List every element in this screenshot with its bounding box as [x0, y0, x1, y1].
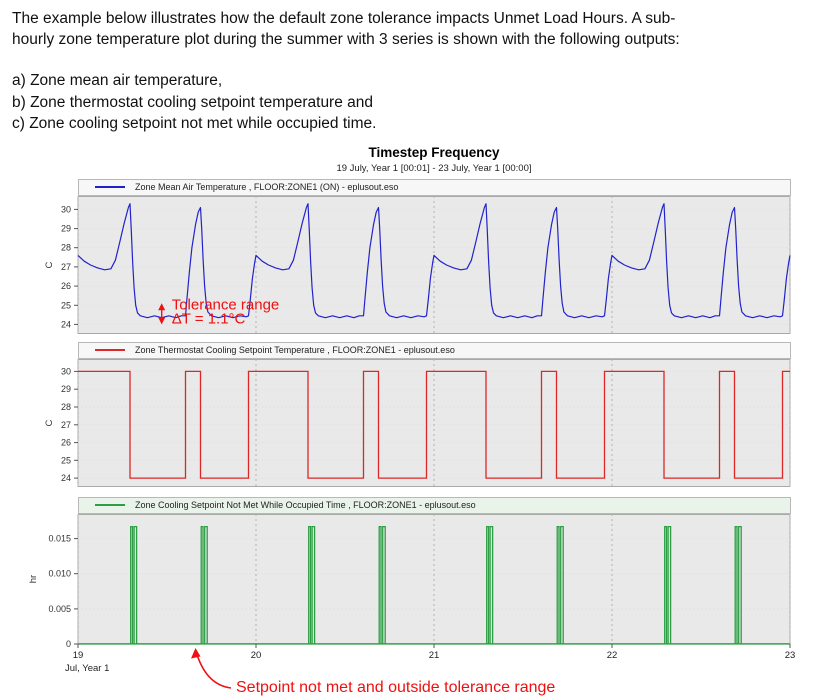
- green-line-icon: [95, 504, 125, 506]
- chart-subtitle: 19 July, Year 1 [00:01] - 23 July, Year …: [336, 162, 532, 174]
- svg-text:27: 27: [61, 261, 71, 271]
- chart-figure: Timestep Frequency 19 July, Year 1 [00:0…: [0, 145, 823, 700]
- svg-text:Tolerance range: Tolerance range: [172, 296, 280, 313]
- svg-text:27: 27: [61, 419, 71, 429]
- list-item-b: b) Zone thermostat cooling setpoint temp…: [12, 93, 374, 111]
- svg-text:Setpoint not met and outside t: Setpoint not met and outside tolerance r…: [236, 679, 555, 696]
- svg-text:26: 26: [61, 281, 71, 291]
- svg-text:24: 24: [61, 473, 71, 483]
- svg-text:30: 30: [61, 204, 71, 214]
- blue-line-icon: [95, 186, 125, 188]
- svg-text:0: 0: [66, 639, 71, 649]
- list-item-c: c) Zone cooling setpoint not met while o…: [12, 115, 377, 132]
- svg-text:28: 28: [61, 242, 71, 252]
- svg-text:C: C: [44, 419, 55, 426]
- red-line-icon: [95, 349, 125, 351]
- svg-text:20: 20: [251, 650, 262, 661]
- output-list: a) Zone mean air temperature, b) Zone th…: [12, 70, 809, 135]
- panel-chart-svg: 0 0.005 0.010 0.015 hr 19 20 21 22 23 Jul, Year 1 S…: [28, 513, 796, 696]
- svg-text:26: 26: [61, 437, 71, 447]
- document-text: The example below illustrates how the de…: [0, 0, 823, 135]
- svg-text:23: 23: [785, 650, 796, 661]
- intro-paragraph: The example below illustrates how the de…: [12, 10, 680, 48]
- svg-text:ΔT = 1.1°C: ΔT = 1.1°C: [172, 310, 246, 327]
- svg-text:0.015: 0.015: [48, 533, 71, 543]
- panel-setpoint-not-met-time: Zone Cooling Setpoint Not Met While Occu…: [6, 496, 823, 700]
- legend-label-cooling-setpoint-temperature: Zone Thermostat Cooling Setpoint Tempera…: [135, 345, 455, 355]
- legend-label-zone-mean-air-temperature: Zone Mean Air Temperature , FLOOR:ZONE1 …: [135, 182, 399, 192]
- legend-cooling-setpoint-temperature: Zone Thermostat Cooling Setpoint Tempera…: [78, 341, 791, 359]
- plot-cooling-setpoint-temperature: 24 25 26 27 28 29 30 C: [6, 358, 823, 487]
- list-item-a: a) Zone mean air temperature,: [12, 72, 223, 89]
- svg-text:22: 22: [607, 650, 618, 661]
- svg-text:29: 29: [61, 223, 71, 233]
- svg-text:25: 25: [61, 300, 71, 310]
- legend-setpoint-not-met-time: Zone Cooling Setpoint Not Met While Occu…: [78, 496, 791, 514]
- svg-text:0.005: 0.005: [48, 603, 71, 613]
- svg-text:24: 24: [61, 319, 71, 329]
- svg-text:21: 21: [429, 650, 440, 661]
- panel-cooling-setpoint-temperature: Zone Thermostat Cooling Setpoint Tempera…: [6, 341, 823, 487]
- svg-text:29: 29: [61, 384, 71, 394]
- svg-text:30: 30: [61, 366, 71, 376]
- legend-zone-mean-air-temperature: Zone Mean Air Temperature , FLOOR:ZONE1 …: [78, 178, 791, 196]
- svg-text:hr: hr: [28, 574, 39, 582]
- svg-text:19: 19: [73, 650, 84, 661]
- legend-label-setpoint-not-met-time: Zone Cooling Setpoint Not Met While Occu…: [135, 500, 476, 510]
- panel-zone-mean-air-temperature: Zone Mean Air Temperature , FLOOR:ZONE1 …: [6, 178, 823, 334]
- panel-chart-svg: 24 25 26 27 28 29 30 C: [44, 358, 791, 487]
- plot-zone-mean-air-temperature: 24 25 26 27 28 29 30 C Tolerance range ΔT = 1.1°C: [6, 195, 823, 334]
- svg-text:25: 25: [61, 455, 71, 465]
- svg-text:Jul, Year 1: Jul, Year 1: [65, 663, 109, 674]
- chart-title: Timestep Frequency: [368, 144, 500, 160]
- svg-text:28: 28: [61, 402, 71, 412]
- plot-setpoint-not-met-time: 0 0.005 0.010 0.015 hr 19 20 21 22 23 Jul, Year 1 S…: [6, 513, 823, 700]
- svg-text:0.010: 0.010: [48, 568, 71, 578]
- svg-text:C: C: [44, 261, 55, 268]
